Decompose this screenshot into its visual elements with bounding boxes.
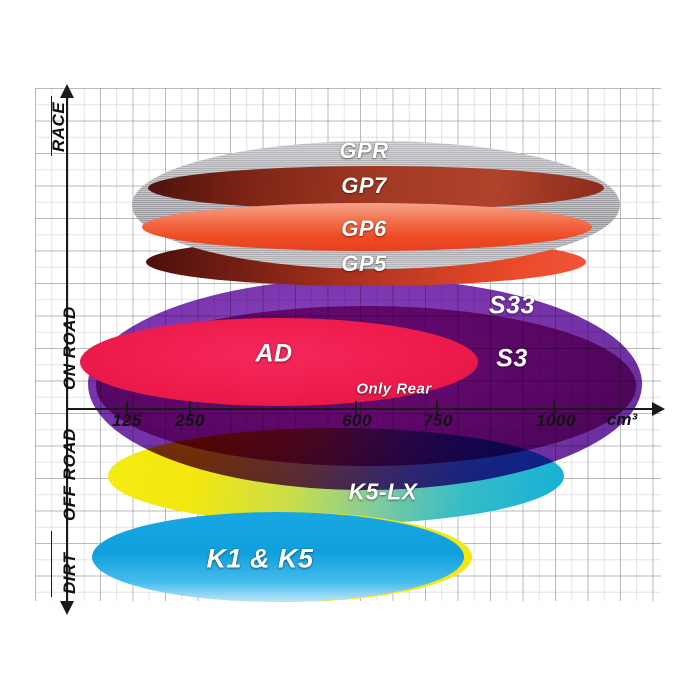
ellipse-gp6	[142, 203, 592, 251]
y-axis-up-arrow-icon	[60, 84, 74, 98]
x-tick-250	[189, 401, 191, 415]
y-category-off-road: OFF ROAD	[60, 428, 79, 521]
ellipse-k1k5	[92, 512, 464, 602]
label-s33: S33	[489, 291, 535, 320]
x-tick-600	[355, 401, 357, 415]
x-axis-unit-label: cm³	[606, 410, 638, 429]
label-gp7: GP7	[341, 173, 387, 198]
y-category-dirt: DIRT	[60, 552, 79, 594]
x-tick-750	[436, 401, 438, 415]
race-rule	[51, 96, 52, 156]
label-gpr: GPR	[339, 138, 389, 163]
y-category-race: RACE	[49, 101, 68, 152]
x-axis-line	[66, 408, 658, 410]
label-k1k5: K1 & K5	[206, 543, 314, 574]
ellipse-ad	[80, 318, 478, 406]
y-axis-line	[66, 96, 68, 613]
x-label-1000: 1000	[536, 411, 576, 430]
label-k5lx: K5-LX	[348, 478, 418, 505]
x-label-750: 750	[423, 411, 453, 430]
y-axis-down-arrow-icon	[60, 601, 74, 615]
x-axis-right-arrow-icon	[652, 402, 665, 416]
x-label-125: 125	[112, 411, 142, 430]
label-s3: S3	[496, 344, 528, 373]
label-ad: AD	[255, 339, 293, 368]
label-only-rear: Only Rear	[356, 380, 432, 398]
dirt-rule	[51, 531, 52, 597]
ellipse-gp7	[148, 166, 604, 210]
x-label-600: 600	[342, 411, 372, 430]
x-tick-1000	[553, 401, 555, 415]
y-category-on-road: ON ROAD	[60, 306, 79, 390]
label-gp5: GP5	[341, 251, 387, 276]
label-gp6: GP6	[341, 216, 387, 241]
x-tick-125	[126, 401, 128, 415]
x-label-250: 250	[175, 411, 205, 430]
